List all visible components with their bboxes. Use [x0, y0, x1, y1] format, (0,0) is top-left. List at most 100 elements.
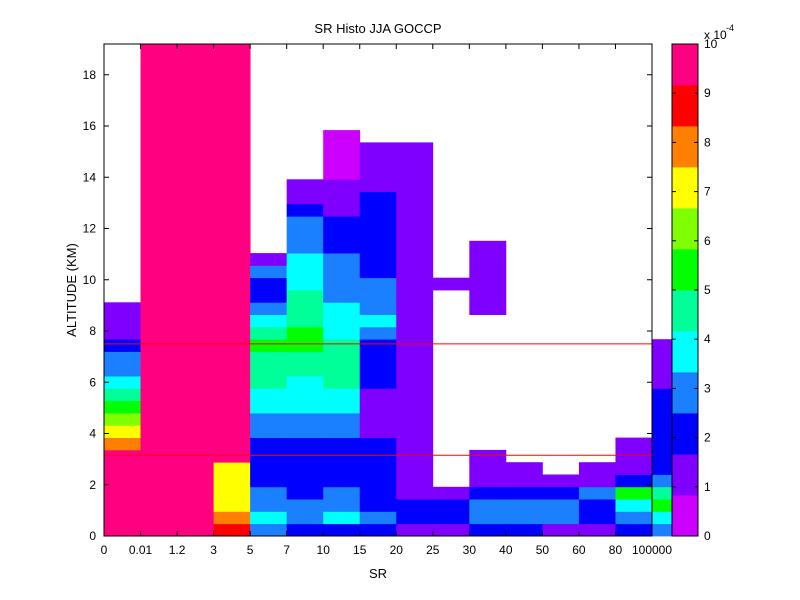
heatmap-cell	[286, 413, 324, 438]
heatmap-cell	[542, 523, 580, 537]
heatmap-cell	[323, 437, 361, 488]
x-tick-label: 60	[572, 543, 586, 557]
colorbar-segment	[672, 167, 698, 209]
heatmap-cell	[250, 265, 288, 279]
heatmap-cell	[213, 486, 251, 500]
heatmap-cell	[578, 486, 616, 500]
colorbar-tick-label: 10	[704, 37, 718, 51]
heatmap-cell	[250, 339, 288, 352]
colorbar-tick-label: 9	[704, 86, 711, 100]
x-tick-label: 3	[210, 543, 217, 557]
heatmap-cell	[250, 302, 288, 315]
reference-lines	[104, 343, 652, 456]
heatmap-cell	[323, 486, 361, 512]
heatmap-cell	[505, 523, 543, 537]
heatmap-cell	[469, 449, 507, 488]
colorbar-tick-label: 7	[704, 185, 711, 199]
heatmap-cell	[359, 388, 397, 438]
colorbar-scale-exponent: -4	[726, 23, 734, 33]
colorbar-tick-label: 2	[704, 431, 711, 445]
heatmap-cell	[323, 523, 361, 537]
x-tick-label: 0.01	[129, 543, 153, 557]
heatmap-cell	[286, 499, 324, 525]
heatmap-cell	[286, 351, 324, 377]
colorbar-segment	[672, 126, 698, 168]
heatmap-cell	[323, 216, 361, 254]
heatmap-cell	[323, 302, 361, 340]
colorbar-segment	[672, 372, 698, 414]
heatmap-cell	[104, 302, 141, 340]
heatmap-cell	[542, 474, 580, 488]
heatmap-cell	[250, 253, 288, 266]
heatmap-cell	[615, 437, 653, 463]
heatmap-cell	[323, 179, 361, 217]
heatmap-cell	[286, 523, 324, 537]
heatmap-cell	[578, 523, 616, 537]
heatmap-cell	[286, 326, 324, 352]
colorbar-segment	[672, 249, 698, 291]
heatmap-cell	[213, 523, 251, 537]
heatmap-cell	[323, 339, 361, 389]
x-tick-label: 25	[426, 543, 440, 557]
heatmap-cell	[578, 499, 616, 512]
y-tick-label: 14	[83, 170, 97, 184]
heatmap-cell	[104, 376, 141, 389]
heatmap-cell	[578, 511, 616, 525]
heatmap-cell	[177, 44, 214, 537]
heatmap-cell	[505, 499, 543, 525]
colorbar-tick-label: 6	[704, 234, 711, 248]
heatmap-cell	[396, 474, 434, 500]
heatmap-cell	[432, 486, 470, 500]
heatmap-cell	[213, 44, 251, 463]
y-axis: 0 2 4 6 8 10 12 14 16 18	[83, 68, 652, 543]
heatmap-cell	[359, 523, 397, 537]
heatmap-cell	[359, 277, 397, 315]
heatmap-cell	[542, 486, 580, 500]
heatmap-cell	[286, 203, 324, 217]
colorbar	[672, 44, 698, 537]
heatmap-cells	[104, 44, 689, 537]
heatmap-cell	[396, 499, 434, 525]
heatmap-cell	[250, 290, 288, 303]
heatmap-cell	[250, 413, 288, 438]
heatmap-cell	[323, 413, 361, 438]
x-tick-label: 1.2	[169, 543, 186, 557]
x-tick-label: 50	[536, 543, 550, 557]
x-axis: 0 0.01 1.2 3 5 7 10 15 20 25 30 40 50 60 80 100000	[101, 44, 672, 557]
colorbar-ticks: 0 1 2 3 4 5 6 7 8 9 10	[672, 37, 718, 543]
heatmap-cell	[396, 523, 434, 537]
heatmap-cell	[359, 437, 397, 512]
heatmap-cell	[104, 425, 141, 438]
heatmap-cell	[140, 44, 178, 537]
heatmap-cell	[250, 511, 288, 525]
heatmap-cell	[615, 486, 653, 500]
heatmap-cell	[286, 179, 324, 205]
y-axis-label: ALTITUDE (KM)	[64, 243, 79, 337]
heatmap-cell	[359, 339, 397, 389]
heatmap-cell	[323, 511, 361, 525]
heatmap-cell	[505, 462, 543, 488]
heatmap-cell	[250, 486, 288, 512]
heatmap-cell	[578, 462, 616, 475]
heatmap-cell	[359, 216, 397, 279]
colorbar-tick-label: 3	[704, 381, 711, 395]
y-tick-label: 10	[83, 273, 97, 287]
heatmap-cell	[469, 486, 507, 500]
heatmap-cell	[104, 351, 141, 377]
y-tick-label: 6	[89, 375, 96, 389]
heatmap-cell	[505, 486, 543, 500]
heatmap-cell	[542, 499, 580, 525]
y-tick-label: 8	[89, 324, 96, 338]
colorbar-scale-label: x 10	[704, 28, 727, 42]
heatmap-cell	[286, 437, 324, 500]
heatmap-cell	[615, 523, 653, 537]
heatmap-cell	[396, 142, 434, 475]
x-tick-label: 30	[463, 543, 477, 557]
colorbar-segment	[672, 331, 698, 373]
heatmap-cell	[250, 314, 288, 328]
heatmap-cell	[359, 326, 397, 340]
heatmap-cell	[104, 449, 141, 537]
x-tick-label: 80	[609, 543, 623, 557]
heatmap-cell	[323, 253, 361, 303]
